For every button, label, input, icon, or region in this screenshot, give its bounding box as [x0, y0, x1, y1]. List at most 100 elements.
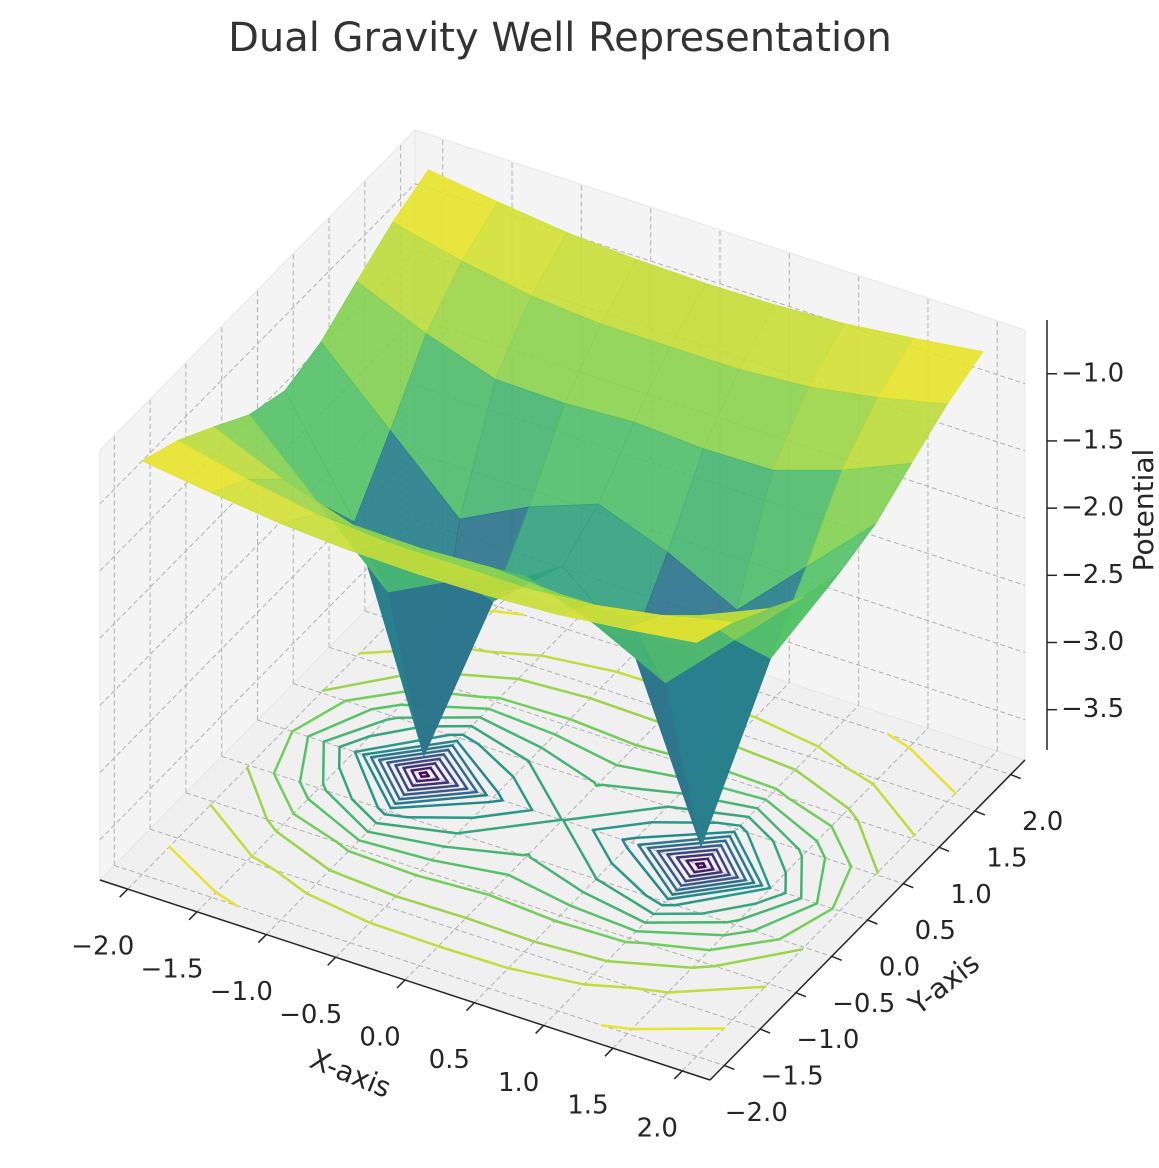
contour-line: [507, 873, 572, 907]
contour-line: [384, 716, 399, 722]
y-tick: [831, 955, 842, 962]
contour-line: [778, 907, 834, 941]
chart-title: Dual Gravity Well Representation: [228, 15, 892, 61]
contour-line: [553, 919, 628, 944]
contour-line: [540, 746, 596, 784]
y-tick-label: −0.5: [832, 989, 895, 1019]
contour-line: [625, 846, 670, 901]
contour-line: [666, 985, 767, 994]
contour-line: [298, 780, 310, 801]
contour-line: [684, 873, 731, 883]
contour-line: [415, 874, 491, 897]
contour-line: [671, 881, 756, 896]
grid-line: [221, 755, 832, 957]
contour-line: [708, 937, 781, 952]
contour-line: [637, 835, 732, 847]
contour-line: [410, 766, 432, 772]
contour-line: [581, 890, 647, 924]
contour-line: [830, 824, 853, 868]
contour-line: [321, 782, 328, 792]
contour-line: [306, 797, 361, 842]
contour-line: [305, 892, 371, 924]
contour-line: [527, 760, 564, 822]
grid-line: [293, 683, 904, 885]
y-tick-label: −1.5: [761, 1062, 824, 1092]
contour-line: [847, 807, 860, 822]
contour-line: [675, 856, 692, 878]
contour-line: [815, 839, 827, 860]
contour-line: [337, 766, 354, 801]
x-tick: [396, 979, 406, 989]
contour-line: [322, 718, 388, 743]
y-tick: [938, 846, 950, 852]
contour-line: [690, 964, 717, 969]
contour-line: [907, 746, 957, 795]
contour-line: [429, 766, 440, 781]
contour-line: [393, 793, 488, 805]
contour-line: [728, 835, 756, 884]
contour-line: [507, 966, 586, 986]
contour-line: [726, 918, 741, 924]
contour-line: [553, 733, 618, 767]
x-tick-label: −1.0: [210, 977, 273, 1007]
z-tick-label: −1.0: [1061, 358, 1124, 388]
contour-line: [646, 839, 727, 850]
y-tick: [903, 882, 914, 889]
x-tick: [604, 1047, 614, 1057]
contour-line: [335, 841, 350, 853]
contour-line: [353, 750, 380, 809]
contour-line: [752, 902, 819, 932]
contour-line: [595, 877, 599, 881]
z-tick-label: −1.5: [1061, 425, 1124, 455]
y-tick-label: 0.5: [915, 916, 956, 946]
contour-line: [424, 771, 430, 778]
contour-line: [446, 748, 479, 794]
contour-line: [410, 769, 419, 783]
contour-line: [369, 744, 454, 759]
y-tick: [759, 1028, 771, 1034]
contour-line: [394, 757, 441, 767]
contour-line: [621, 838, 629, 849]
contour-line: [374, 821, 458, 835]
contour-line: [488, 650, 543, 657]
contour-line: [713, 948, 804, 968]
contour-line: [817, 745, 852, 772]
contour-line: [436, 945, 510, 970]
contour-line: [533, 940, 609, 963]
contour-line: [398, 790, 479, 801]
x-tick: [257, 934, 267, 944]
contour-line: [438, 757, 459, 787]
contour-line: [456, 818, 564, 835]
x-tick: [327, 956, 337, 966]
contour-line: [685, 859, 696, 874]
contour-line: [389, 800, 490, 810]
contour-line: [321, 672, 412, 692]
contour-line: [442, 753, 469, 791]
x-tick-label: 1.0: [498, 1068, 539, 1098]
contour-line: [298, 735, 310, 784]
contour-line: [568, 717, 638, 747]
contour-line: [377, 748, 450, 762]
y-tick: [724, 1064, 735, 1071]
contour-line: [496, 791, 504, 802]
contour-line: [666, 848, 718, 856]
grid-line: [99, 183, 416, 505]
contour-line: [487, 893, 557, 923]
surface-patch: [625, 615, 734, 643]
contour-line: [246, 766, 269, 821]
contour-line: [799, 855, 804, 900]
z-tick-label: −2.5: [1061, 560, 1124, 590]
contour-line: [209, 803, 254, 858]
grid-line: [149, 828, 761, 1030]
contour-line: [621, 836, 638, 841]
contour-line: [328, 868, 398, 898]
contour-line: [273, 868, 308, 895]
contour-line: [582, 983, 637, 990]
contour-line: [497, 696, 572, 721]
x-tick-label: 2.0: [637, 1113, 678, 1143]
contour-line: [272, 772, 295, 816]
contour-line: [357, 839, 433, 862]
contour-line: [477, 743, 515, 779]
contour-line: [675, 852, 714, 859]
